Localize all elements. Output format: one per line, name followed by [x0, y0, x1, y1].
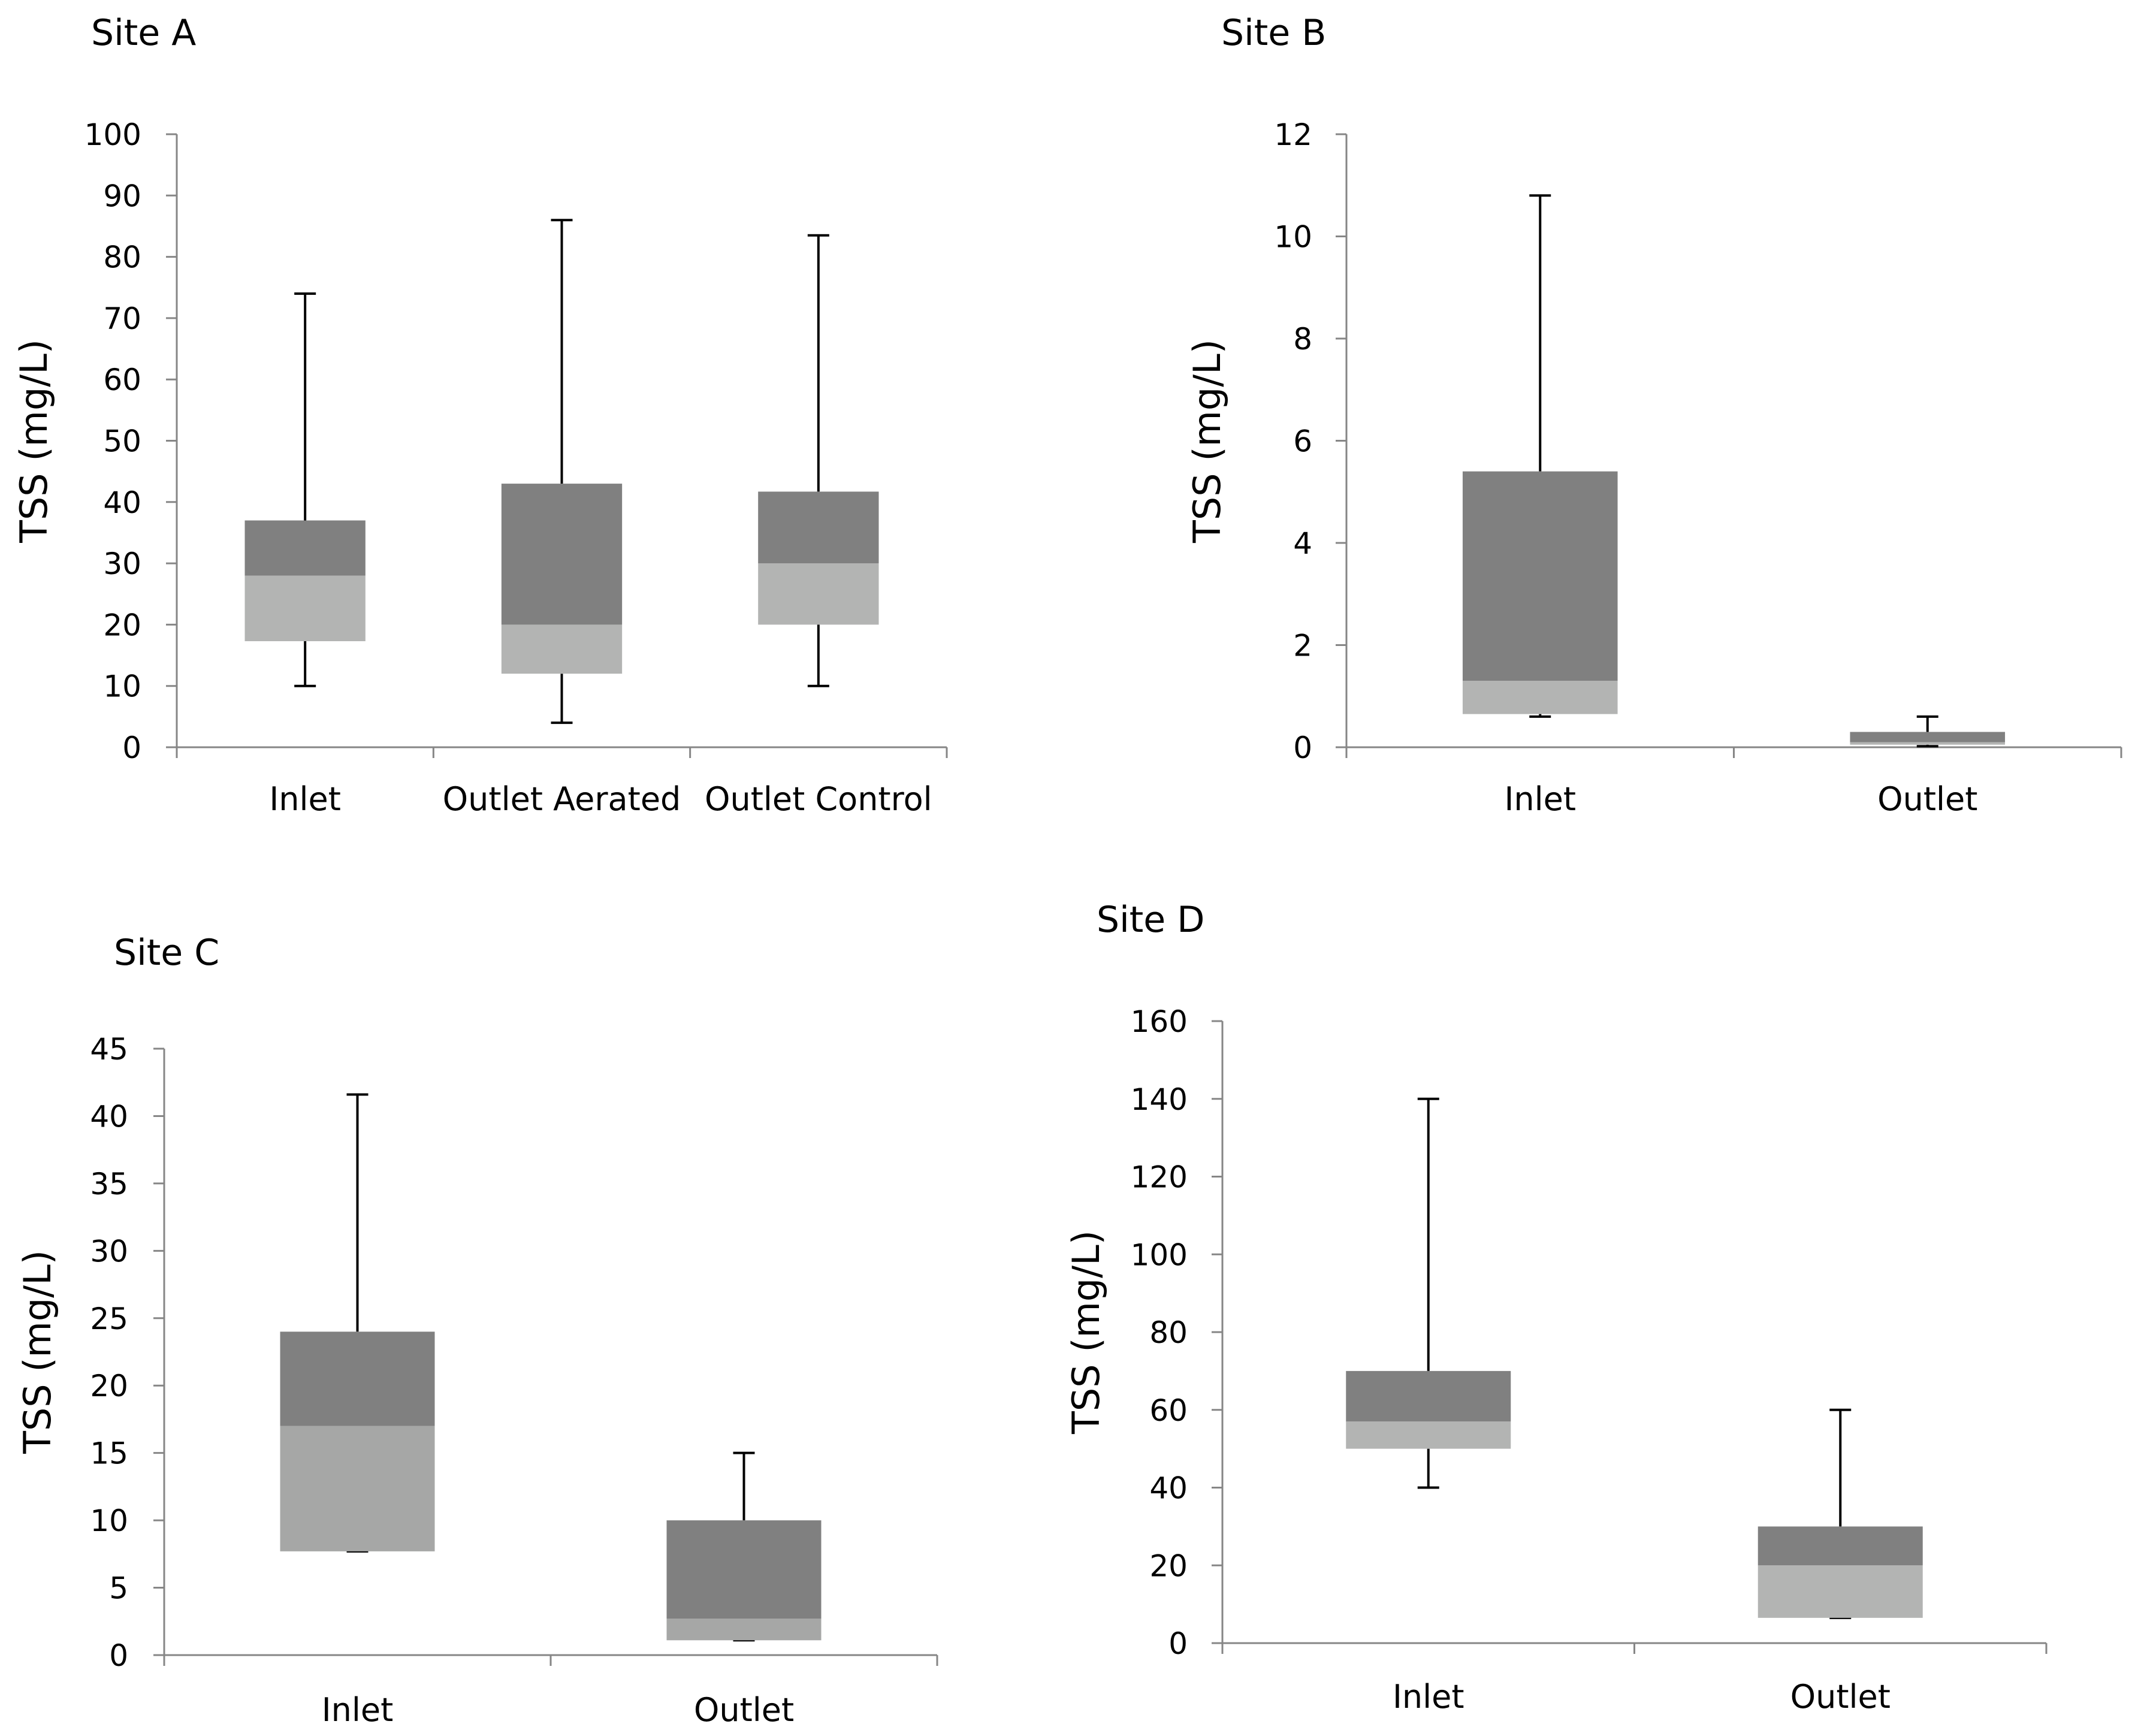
y-tick-label: 4 — [1293, 526, 1312, 561]
box-outlet — [1850, 715, 2006, 748]
x-category-label: Outlet — [694, 1691, 794, 1729]
box-inlet — [1346, 1097, 1511, 1489]
y-tick-label: 25 — [90, 1302, 128, 1336]
box-inlet — [244, 292, 366, 687]
y-axis-label: TSS (mg/L) — [16, 1250, 59, 1454]
y-tick-label: 2 — [1293, 629, 1312, 663]
y-tick-label: 6 — [1293, 424, 1312, 459]
y-tick-label: 20 — [103, 608, 141, 642]
y-axis-label: TSS (mg/L) — [1064, 1230, 1108, 1435]
chart-panel-4: Site D TSS (mg/L) 0 20 40 60 80 100 120 140 160 Inl… — [1064, 899, 2048, 1716]
y-tick-label: 60 — [103, 363, 141, 397]
y-tick-label: 8 — [1293, 322, 1312, 357]
chart-panel-2: Site B TSS (mg/L) 0 2 4 6 8 10 12 Inlet Outlet — [1185, 12, 2122, 818]
y-tick-label: 0 — [109, 1638, 128, 1673]
box-upper-quartile — [758, 491, 879, 564]
y-tick-label: 5 — [109, 1571, 128, 1606]
box-lower-quartile — [1346, 1421, 1511, 1449]
box-lower-quartile — [666, 1619, 822, 1641]
box-upper-quartile — [1346, 1370, 1511, 1422]
y-tick-label: 10 — [103, 669, 141, 704]
y-tick-label: 140 — [1131, 1082, 1188, 1117]
x-category-label: Inlet — [1393, 1678, 1464, 1716]
x-category-label: Inlet — [322, 1691, 394, 1729]
box-upper-quartile — [501, 484, 623, 625]
y-tick-label: 0 — [1168, 1626, 1188, 1661]
y-tick-label: 40 — [1149, 1471, 1188, 1506]
x-category-label: Outlet — [1790, 1678, 1891, 1716]
y-tick-label: 60 — [1149, 1393, 1188, 1428]
chart-title: Site D — [1097, 899, 1204, 941]
y-tick-label: 90 — [103, 179, 141, 213]
box-upper-quartile — [666, 1520, 822, 1619]
y-tick-label: 0 — [122, 730, 141, 765]
y-tick-label: 80 — [103, 240, 141, 275]
y-axis-label: TSS (mg/L) — [12, 339, 56, 544]
y-axis-label: TSS (mg/L) — [1185, 339, 1229, 544]
y-tick-label: 10 — [1274, 220, 1312, 255]
y-tick-label: 40 — [90, 1099, 128, 1134]
chart-panel-1: Site A TSS (mg/L) 0 10 20 30 40 50 60 70 80 90 100 In… — [12, 12, 948, 818]
y-tick-label: 100 — [84, 117, 141, 152]
chart-title: Site A — [91, 12, 196, 54]
box-lower-quartile — [501, 624, 623, 674]
box-inlet — [280, 1093, 435, 1553]
box-lower-quartile — [1757, 1565, 1923, 1618]
chart-title: Site C — [114, 932, 219, 974]
box-upper-quartile — [280, 1332, 435, 1426]
x-category-label: Outlet — [1877, 780, 1977, 818]
y-tick-label: 12 — [1274, 117, 1312, 152]
x-category-label: Inlet — [269, 780, 341, 818]
y-tick-label: 100 — [1131, 1237, 1188, 1272]
y-tick-label: 50 — [103, 424, 141, 459]
y-tick-label: 40 — [103, 485, 141, 520]
box-lower-quartile — [1850, 742, 2006, 745]
box-outlet-aerated — [501, 219, 623, 724]
y-tick-label: 30 — [90, 1234, 128, 1269]
y-tick-label: 80 — [1149, 1315, 1188, 1350]
box-upper-quartile — [244, 520, 366, 576]
box-upper-quartile — [1757, 1526, 1923, 1566]
y-tick-label: 20 — [1149, 1548, 1188, 1583]
box-lower-quartile — [280, 1426, 435, 1551]
y-tick-label: 10 — [90, 1503, 128, 1538]
y-tick-label: 160 — [1131, 1004, 1188, 1039]
box-lower-quartile — [1462, 681, 1618, 714]
y-tick-label: 0 — [1293, 730, 1312, 765]
box-inlet — [1462, 194, 1618, 718]
x-category-label: Outlet Aerated — [443, 780, 681, 818]
x-category-label: Outlet Control — [705, 780, 932, 818]
y-tick-label: 20 — [90, 1369, 128, 1403]
y-tick-label: 35 — [90, 1167, 128, 1201]
y-tick-label: 70 — [103, 301, 141, 336]
box-lower-quartile — [758, 563, 879, 625]
y-tick-label: 45 — [90, 1032, 128, 1067]
box-upper-quartile — [1462, 471, 1618, 681]
box-lower-quartile — [244, 575, 366, 642]
box-upper-quartile — [1850, 732, 2006, 742]
box-outlet — [1757, 1408, 1923, 1619]
y-tick-label: 120 — [1131, 1160, 1188, 1195]
box-outlet — [666, 1451, 822, 1642]
y-tick-label: 15 — [90, 1436, 128, 1471]
chart-panel-3: Site C TSS (mg/L) 0 5 10 15 20 25 30 35 40 45 Inlet O… — [16, 932, 938, 1729]
box-outlet-control — [758, 234, 879, 687]
chart-title: Site B — [1221, 12, 1326, 54]
y-tick-label: 30 — [103, 547, 141, 581]
x-category-label: Inlet — [1504, 780, 1576, 818]
